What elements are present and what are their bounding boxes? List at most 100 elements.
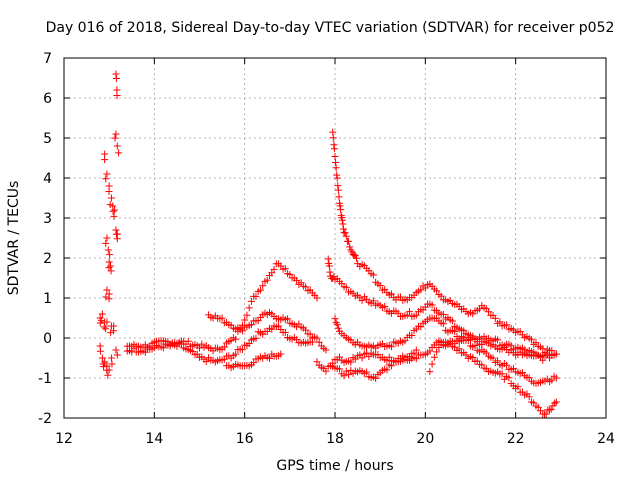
y-tick-label: 3 (43, 211, 52, 227)
x-tick-label: 14 (145, 431, 163, 447)
trace-e-point (428, 301, 436, 309)
x-tick-label: 22 (507, 431, 525, 447)
chart-title: Day 016 of 2018, Sidereal Day-to-day VTE… (46, 20, 615, 36)
spike-18h-point (376, 281, 384, 289)
trace-c-point (238, 327, 246, 335)
trace-b-point (238, 346, 246, 354)
spike-18h-point (329, 134, 337, 142)
trace-i-point (543, 350, 551, 358)
spike-13h-point (103, 318, 111, 326)
y-tick-label: 1 (43, 291, 52, 307)
trace-a-point (293, 276, 301, 284)
spike-13h-point (105, 295, 113, 303)
trace-i-point (433, 348, 441, 356)
spike-13h-point (104, 371, 112, 379)
trace-f-point (548, 376, 556, 384)
spike-13h-point (113, 142, 121, 150)
spike-18h-point (333, 174, 341, 182)
spike-18h-point (332, 164, 340, 172)
spike-13h-point (107, 354, 115, 362)
trace-c-point (218, 314, 226, 322)
grid (64, 58, 606, 418)
trace-a-point (281, 265, 289, 273)
x-axis-label: GPS time / hours (276, 458, 393, 474)
spike-13h-point (98, 354, 106, 362)
y-axis-ticks: -2 -1 0 1 2 3 4 5 6 7 (38, 51, 606, 427)
spike-13h-point (107, 329, 115, 337)
trace-g-point (363, 368, 371, 376)
spike-18h-point (340, 228, 348, 236)
trace-g-point (552, 398, 560, 406)
spike-13h-point (103, 170, 111, 178)
trace-c-point (315, 338, 323, 346)
trace-g-point (551, 399, 559, 407)
spike-18h-point (532, 339, 540, 347)
spike-13h-point (105, 188, 113, 196)
x-tick-label: 24 (597, 431, 615, 447)
spike-13h-point (113, 351, 121, 359)
y-tick-label: -2 (38, 411, 52, 427)
spike-18h-point (330, 145, 338, 153)
spike-18h-point (331, 152, 339, 160)
trace-e-point (552, 350, 560, 358)
trace-b-point (177, 340, 185, 348)
y-tick-label: 6 (43, 91, 52, 107)
spike-18h-point (336, 202, 344, 210)
spike-18h-point (491, 314, 499, 322)
spike-18h-point (334, 186, 342, 194)
trace-g-point (546, 406, 554, 414)
trace-h-point (329, 359, 337, 367)
trace-g-point (426, 347, 434, 355)
trace-g-point (455, 345, 463, 353)
trace-f-point (451, 328, 459, 336)
spike-18h-point (485, 308, 493, 316)
y-tick-label: 4 (43, 171, 52, 187)
trace-d-point (266, 354, 274, 362)
trace-a-point (247, 297, 255, 305)
trace-g-point (542, 410, 550, 418)
trace-f-point (331, 315, 339, 323)
x-tick-label: 16 (236, 431, 254, 447)
y-tick-label: 7 (43, 51, 52, 67)
trace-b-point (232, 350, 240, 358)
trace-g-point (372, 374, 380, 382)
trace-c-point (284, 315, 292, 323)
trace-d-point (250, 359, 258, 367)
trace-g-point (336, 365, 344, 373)
spike-13h-point (102, 175, 110, 183)
trace-g-point (345, 371, 353, 379)
spike-13h-point (101, 156, 109, 164)
trace-h-point (347, 358, 355, 366)
trace-g-point (462, 351, 470, 359)
spike-13h-point (105, 366, 113, 374)
spike-13h-point (103, 234, 111, 242)
spike-13h-point (104, 246, 112, 254)
trace-f-point (334, 324, 342, 332)
trace-c-point (313, 334, 321, 342)
spike-13h-point (111, 206, 119, 214)
spike-13h-point (101, 358, 109, 366)
spike-13h-point (112, 70, 120, 78)
spike-13h-point (107, 194, 115, 202)
trace-h-point (358, 354, 366, 362)
trace-h-point (322, 367, 330, 375)
trace-b-point (252, 334, 260, 342)
spike-13h-point (102, 325, 110, 333)
trace-c-point (247, 321, 255, 329)
trace-e-point (494, 336, 502, 344)
trace-a-point (259, 282, 267, 290)
trace-h-point (412, 346, 420, 354)
spike-18h-point (496, 318, 504, 326)
spike-13h-point (113, 235, 121, 243)
x-tick-label: 12 (55, 431, 73, 447)
trace-a-point (313, 294, 321, 302)
spike-18h-point (437, 292, 445, 300)
y-tick-label: 0 (43, 331, 52, 347)
spike-13h-point (96, 347, 104, 355)
spike-18h-point (346, 243, 354, 251)
trace-e-point (325, 262, 333, 270)
spike-18h-point (387, 290, 395, 298)
spike-13h-point (107, 262, 115, 270)
spike-13h-point (112, 346, 120, 354)
trace-g-point (525, 393, 533, 401)
